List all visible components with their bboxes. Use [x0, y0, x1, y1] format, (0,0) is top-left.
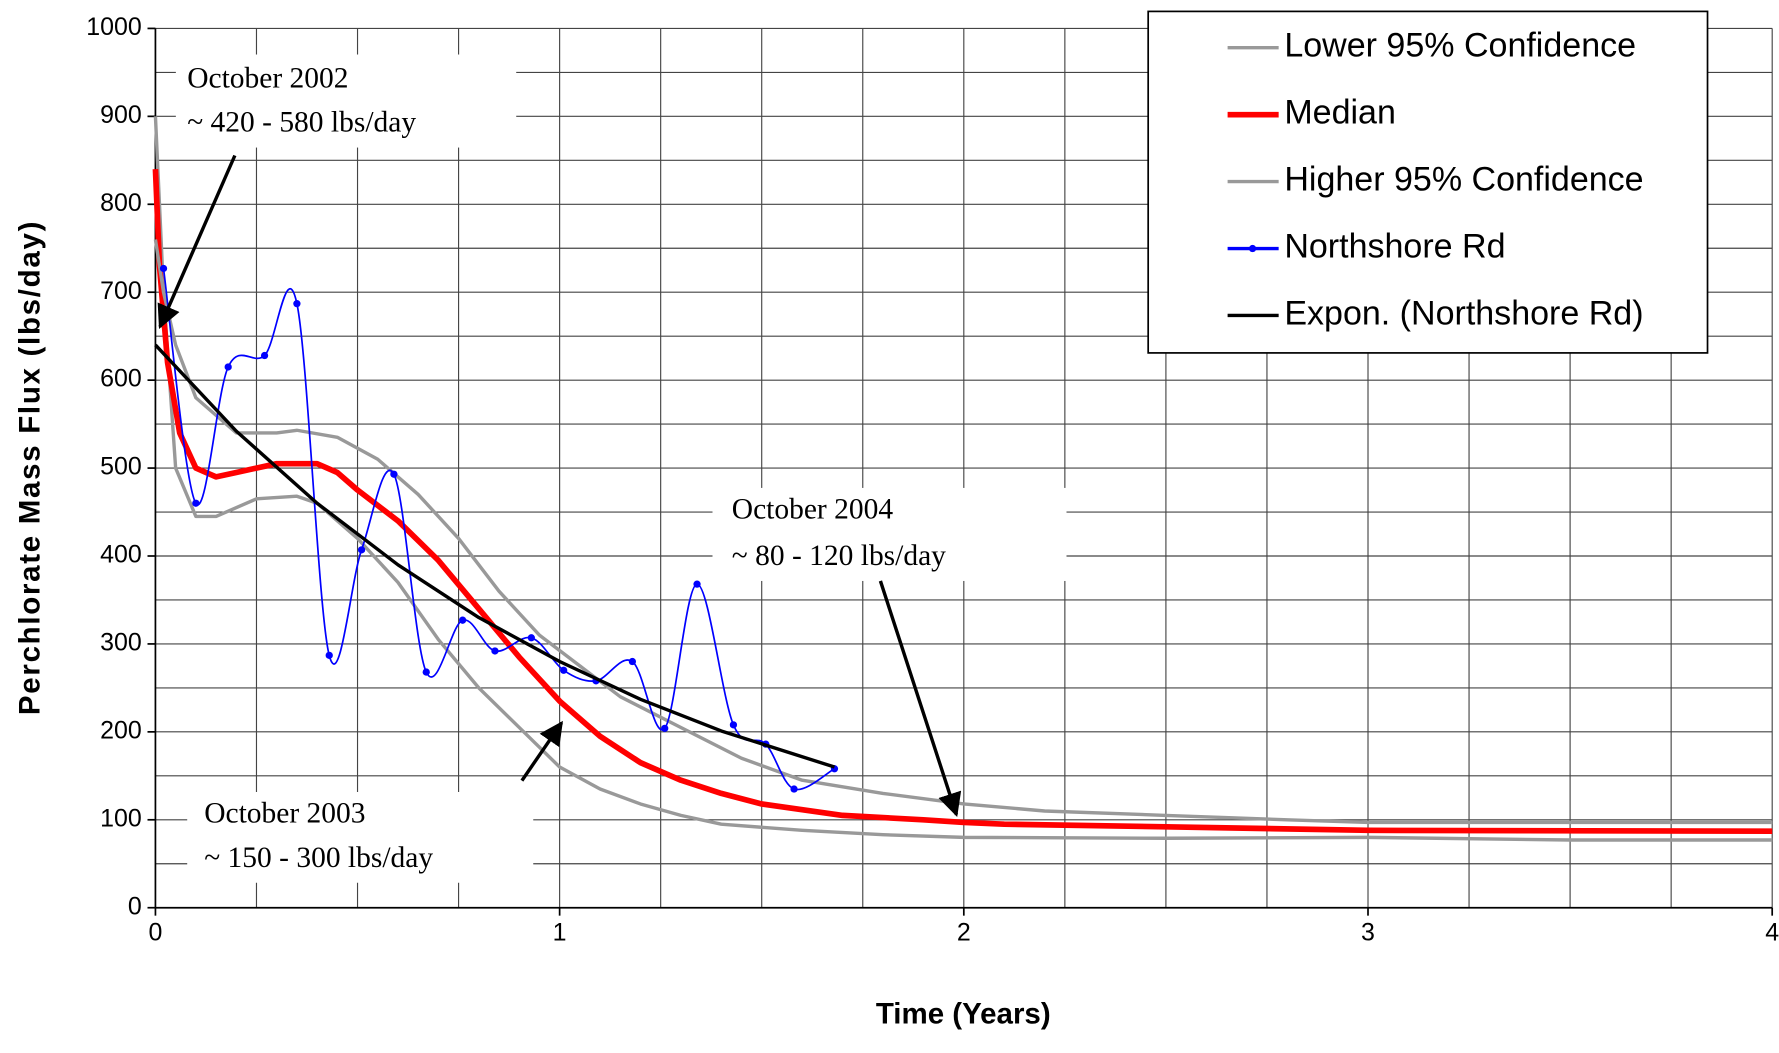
annotation-text: ~ 150 - 300 lbs/day [204, 842, 433, 874]
x-tick-label: 0 [148, 918, 162, 946]
y-tick-label: 500 [100, 453, 142, 481]
data-point [628, 657, 637, 666]
legend-label: Northshore Rd [1284, 228, 1505, 266]
annotation-box [712, 487, 1067, 581]
data-point [560, 666, 568, 674]
y-tick-label: 100 [100, 804, 142, 832]
data-point [661, 724, 669, 732]
legend-label: Lower 95% Confidence [1284, 27, 1636, 65]
data-point [260, 351, 269, 360]
annotation-text: October 2004 [732, 494, 894, 526]
legend-label: Higher 95% Confidence [1284, 161, 1643, 199]
y-tick-label: 800 [100, 189, 142, 217]
y-tick-label: 0 [128, 892, 142, 920]
data-point [458, 616, 467, 624]
data-point [159, 264, 168, 273]
annotation-box [175, 54, 517, 148]
y-tick-label: 700 [100, 277, 142, 305]
annotation-arrow [520, 720, 564, 782]
data-point [422, 668, 430, 676]
annotation-text: October 2002 [187, 62, 348, 94]
legend-marker [1248, 244, 1257, 253]
series-line [154, 343, 835, 769]
data-point [693, 580, 701, 588]
y-tick-label: 400 [100, 541, 142, 569]
data-point [491, 647, 499, 655]
x-tick-label: 4 [1765, 918, 1779, 946]
data-point [729, 721, 738, 729]
x-tick-label: 2 [957, 918, 971, 946]
annotation-text: ~ 80 - 120 lbs/day [732, 540, 946, 572]
y-tick-label: 900 [100, 101, 142, 129]
annotation-arrow [878, 580, 962, 817]
x-tick-label: 3 [1361, 918, 1375, 946]
y-tick-label: 300 [100, 629, 142, 657]
legend-label: Expon. (Northshore Rd) [1284, 294, 1643, 332]
annotation-arrow [157, 154, 237, 329]
annotation-text: October 2003 [204, 798, 365, 830]
series-line [153, 116, 1773, 842]
series-line [152, 168, 1773, 835]
y-tick-label: 600 [100, 365, 142, 393]
annotation-box [187, 791, 534, 883]
data-point [357, 546, 366, 554]
data-point [527, 634, 535, 642]
data-point [192, 499, 200, 507]
data-point [224, 363, 232, 371]
y-tick-label: 200 [100, 716, 142, 744]
y-axis-label: Perchlorate Mass Flux (lbs/day) [14, 220, 47, 715]
x-axis-label: Time (Years) [876, 997, 1051, 1030]
data-point [390, 470, 398, 478]
x-tick-label: 1 [553, 918, 567, 946]
legend-label: Median [1284, 94, 1396, 132]
y-tick-label: 1000 [86, 13, 142, 41]
data-point [790, 785, 798, 793]
data-point [325, 651, 333, 659]
data-point [293, 300, 301, 308]
annotation-text: ~ 420 - 580 lbs/day [187, 107, 416, 139]
